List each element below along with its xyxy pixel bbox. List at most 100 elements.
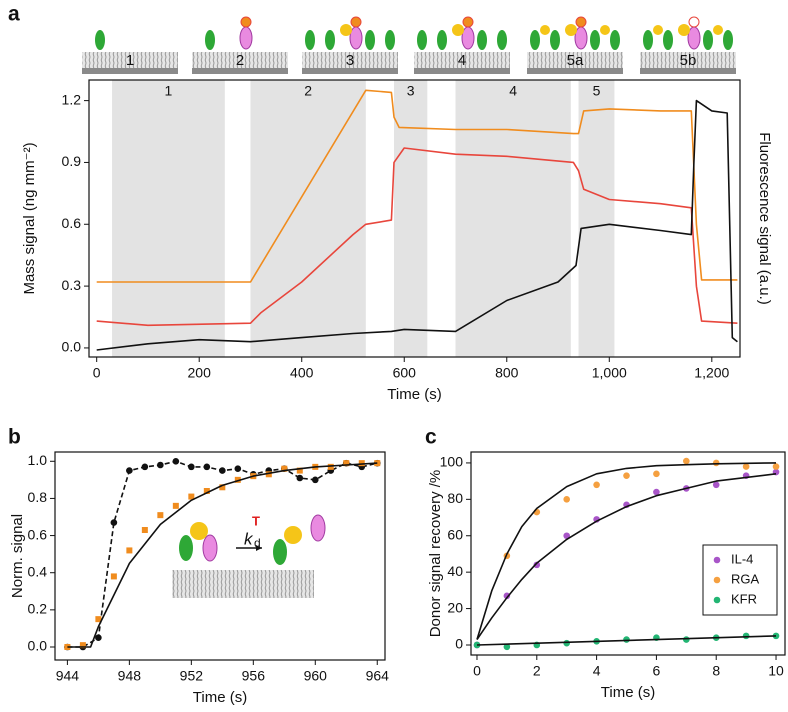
region-label: 3 bbox=[407, 83, 415, 99]
receptor-green bbox=[663, 30, 673, 50]
substrate bbox=[414, 68, 510, 74]
x-tick-label: 8 bbox=[712, 663, 720, 679]
marker bbox=[203, 488, 210, 494]
marker bbox=[683, 636, 690, 643]
receptor-green bbox=[590, 30, 600, 50]
series-line bbox=[67, 462, 378, 648]
x-tick-label: 600 bbox=[393, 365, 417, 381]
arrow-head bbox=[256, 545, 262, 551]
rate-sub: d bbox=[254, 536, 261, 550]
y-tick-label: 80 bbox=[447, 490, 463, 506]
y-tick-label: 0.0 bbox=[62, 339, 82, 355]
marker bbox=[772, 463, 780, 470]
membrane bbox=[414, 52, 510, 68]
x-tick-label: 400 bbox=[290, 365, 314, 381]
x-axis-label: Time (s) bbox=[601, 684, 655, 701]
ligand bbox=[190, 522, 208, 540]
marker bbox=[141, 527, 148, 533]
legend-label: KFR bbox=[731, 591, 757, 606]
y-tick-label: 1.2 bbox=[62, 91, 82, 107]
marker bbox=[172, 502, 179, 509]
step-label: 5b bbox=[680, 52, 697, 69]
marker bbox=[473, 641, 481, 649]
receptor-green bbox=[550, 30, 560, 50]
y-tick-label: 0.4 bbox=[28, 563, 48, 579]
x-tick-label: 944 bbox=[56, 668, 80, 684]
series-line bbox=[476, 635, 777, 646]
marker bbox=[234, 476, 241, 483]
marker bbox=[563, 639, 570, 647]
marker bbox=[126, 547, 133, 554]
x-tick-label: 200 bbox=[188, 365, 212, 381]
y-tick-label: 40 bbox=[447, 563, 463, 579]
ligand bbox=[653, 25, 663, 35]
substrate bbox=[527, 68, 623, 74]
fluorophore bbox=[350, 16, 362, 28]
receptor bbox=[202, 534, 218, 562]
receptor-green bbox=[610, 30, 620, 50]
y-axis-label: Donor signal recovery /% bbox=[427, 470, 444, 638]
inset-diagram: k d T bbox=[172, 513, 326, 598]
y-tick-label: 100 bbox=[440, 454, 464, 470]
x-tick-label: 956 bbox=[242, 668, 266, 684]
x-tick-label: 960 bbox=[304, 668, 328, 684]
marker bbox=[203, 463, 211, 471]
ligand bbox=[284, 526, 302, 544]
membrane bbox=[527, 52, 623, 68]
rate-sup: T bbox=[252, 513, 260, 528]
x-tick-label: 1,200 bbox=[694, 365, 729, 381]
marker bbox=[141, 463, 149, 471]
receptor bbox=[310, 514, 326, 542]
marker bbox=[358, 460, 365, 467]
y-tick-label: 0.0 bbox=[28, 638, 48, 654]
marker bbox=[79, 642, 86, 649]
marker bbox=[157, 461, 164, 469]
marker bbox=[742, 463, 750, 470]
marker bbox=[712, 459, 720, 467]
marker bbox=[683, 457, 690, 465]
marker bbox=[772, 632, 780, 640]
x-axis-label: Time (s) bbox=[387, 386, 441, 403]
marker bbox=[265, 471, 272, 478]
receptor-green bbox=[497, 30, 507, 50]
series-line bbox=[96, 99, 738, 351]
series-line bbox=[96, 89, 738, 283]
receptor-green bbox=[305, 30, 315, 50]
receptor-green bbox=[95, 30, 105, 50]
marker bbox=[623, 472, 630, 479]
receptor-pink bbox=[239, 26, 253, 50]
marker bbox=[188, 493, 195, 500]
marker bbox=[343, 460, 350, 467]
substrate bbox=[640, 68, 736, 74]
marker bbox=[296, 474, 304, 482]
receptor bbox=[179, 535, 193, 561]
substrate bbox=[192, 68, 288, 74]
x-tick-label: 0 bbox=[473, 663, 481, 679]
receptor-green bbox=[417, 30, 427, 50]
ligand bbox=[713, 25, 723, 35]
fluorophore bbox=[462, 16, 474, 28]
fluorophore bbox=[240, 16, 252, 28]
shaded-region bbox=[455, 80, 571, 357]
receptor-green bbox=[643, 30, 653, 50]
x-tick-label: 2 bbox=[533, 663, 541, 679]
membrane bbox=[172, 570, 314, 598]
legend-marker bbox=[713, 576, 721, 584]
y-tick-label: 0.6 bbox=[62, 215, 82, 231]
ligand bbox=[340, 24, 352, 36]
region-label: 5 bbox=[593, 83, 601, 99]
step-label: 5a bbox=[567, 52, 584, 69]
marker bbox=[653, 488, 660, 496]
step-label: 1 bbox=[126, 52, 134, 69]
marker bbox=[742, 632, 750, 640]
marker bbox=[126, 467, 133, 474]
receptor-green bbox=[477, 30, 487, 50]
marker bbox=[281, 465, 288, 472]
y-tick-label: 20 bbox=[447, 599, 463, 615]
y-tick-label: 0.3 bbox=[62, 277, 82, 293]
y-tick-label: 60 bbox=[447, 526, 463, 542]
panel-label: c bbox=[425, 426, 437, 449]
panel-label: a bbox=[8, 3, 20, 26]
receptor-green bbox=[437, 30, 447, 50]
